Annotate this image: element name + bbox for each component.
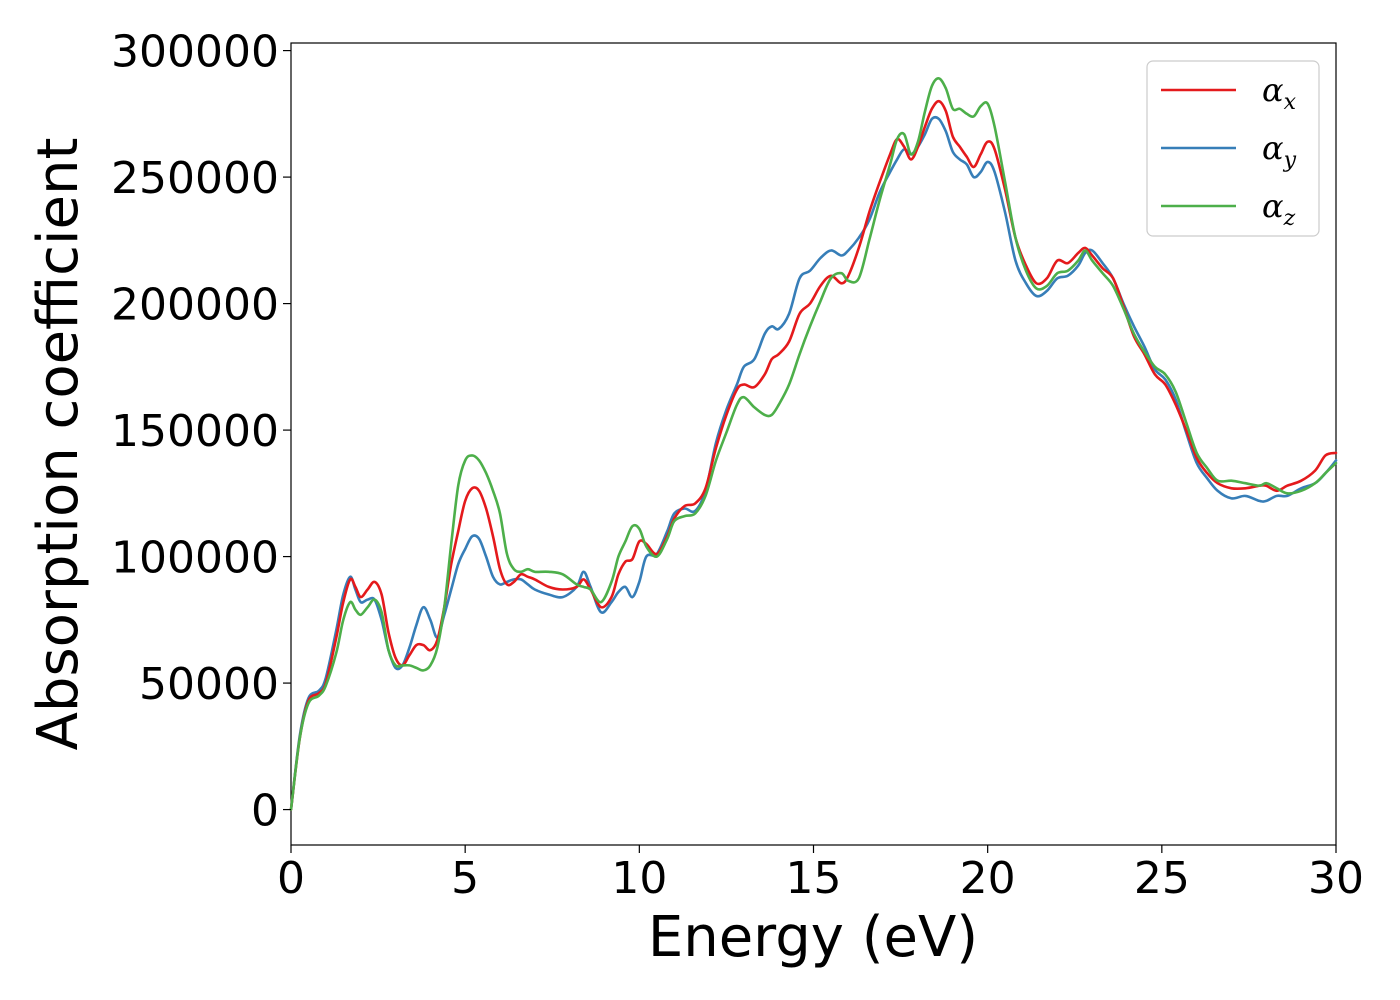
- x-tick-label: 30: [1308, 853, 1364, 904]
- y-tick-label: 250000: [111, 153, 279, 204]
- y-tick-label: 200000: [111, 280, 279, 331]
- x-tick-label: 10: [611, 853, 667, 904]
- y-axis-title: Absorption coefficient: [26, 138, 91, 751]
- y-tick-label: 100000: [111, 533, 279, 584]
- legend-label: αx: [1262, 71, 1297, 115]
- series-layer: [289, 77, 1338, 811]
- y-tick-label: 50000: [139, 659, 279, 710]
- legend-label: αy: [1262, 129, 1297, 173]
- legend-label: αz: [1262, 187, 1296, 231]
- x-axis-title: Energy (eV): [648, 905, 978, 970]
- y-tick-label: 0: [251, 786, 279, 837]
- x-tick-label: 5: [451, 853, 479, 904]
- x-tick-label: 0: [277, 853, 305, 904]
- series-line-alpha-z: [289, 77, 1338, 811]
- legend: αx αy αz: [1146, 60, 1320, 237]
- x-tick-label: 20: [960, 853, 1016, 904]
- series-line-alpha-x: [289, 99, 1338, 811]
- x-tick-label: 25: [1134, 853, 1190, 904]
- x-tick-label: 15: [786, 853, 842, 904]
- y-axis-ticks: 0 50000 100000 150000 200000 250000 300000: [111, 27, 291, 837]
- y-tick-label: 300000: [111, 27, 279, 78]
- y-tick-label: 150000: [111, 406, 279, 457]
- x-axis-ticks: 0 5 10 15 20 25 30: [277, 845, 1364, 904]
